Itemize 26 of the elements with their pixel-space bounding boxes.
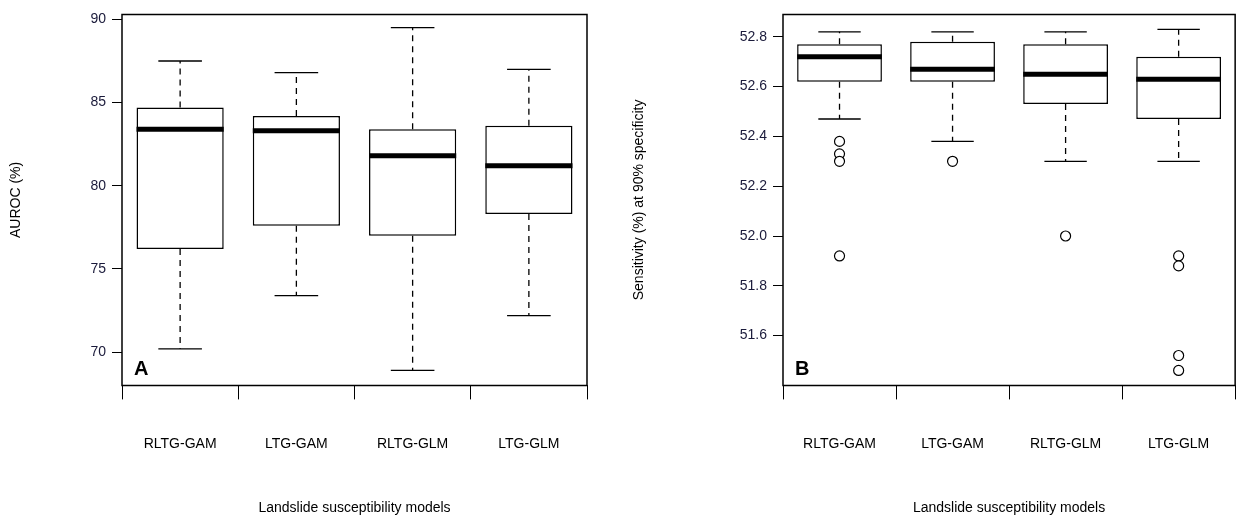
- x-axis-title: Landslide susceptibility models: [912, 499, 1106, 516]
- y-tick-label: 52.0: [739, 226, 768, 243]
- annotation: A: [134, 356, 149, 379]
- y-tick-label: 52.2: [739, 177, 768, 194]
- x-tick-label: RLTG-GLM: [1029, 434, 1102, 451]
- y-tick-label: 75: [90, 259, 107, 276]
- annotation: B: [795, 356, 810, 379]
- y-tick-label: 52.6: [739, 77, 768, 94]
- x-tick-label: RLTG-GAM: [143, 434, 217, 451]
- x-tick-label: LTG-GAM: [921, 434, 984, 451]
- y-tick-label: 90: [90, 10, 107, 27]
- y-tick-label: 52.4: [739, 127, 768, 144]
- y-tick-label: 80: [90, 176, 107, 193]
- x-tick-label: LTG-GLM: [1148, 434, 1210, 451]
- x-tick-label: RLTG-GLM: [376, 434, 449, 451]
- x-tick-label: RLTG-GAM: [803, 434, 876, 451]
- y-axis-title: AUROC (%): [7, 161, 24, 239]
- y-axis-title: Sensitivity (%) at 90% specificity: [630, 99, 647, 301]
- y-tick-label: 85: [90, 93, 107, 110]
- x-axis-title: Landslide susceptibility models: [258, 499, 451, 516]
- y-tick-label: 51.8: [739, 276, 768, 293]
- x-tick-label: LTG-GAM: [265, 434, 328, 451]
- y-tick-label: 51.6: [739, 326, 768, 343]
- x-tick-label: LTG-GLM: [498, 434, 560, 451]
- y-tick-label: 52.8: [739, 27, 768, 44]
- y-tick-label: 70: [90, 342, 107, 359]
